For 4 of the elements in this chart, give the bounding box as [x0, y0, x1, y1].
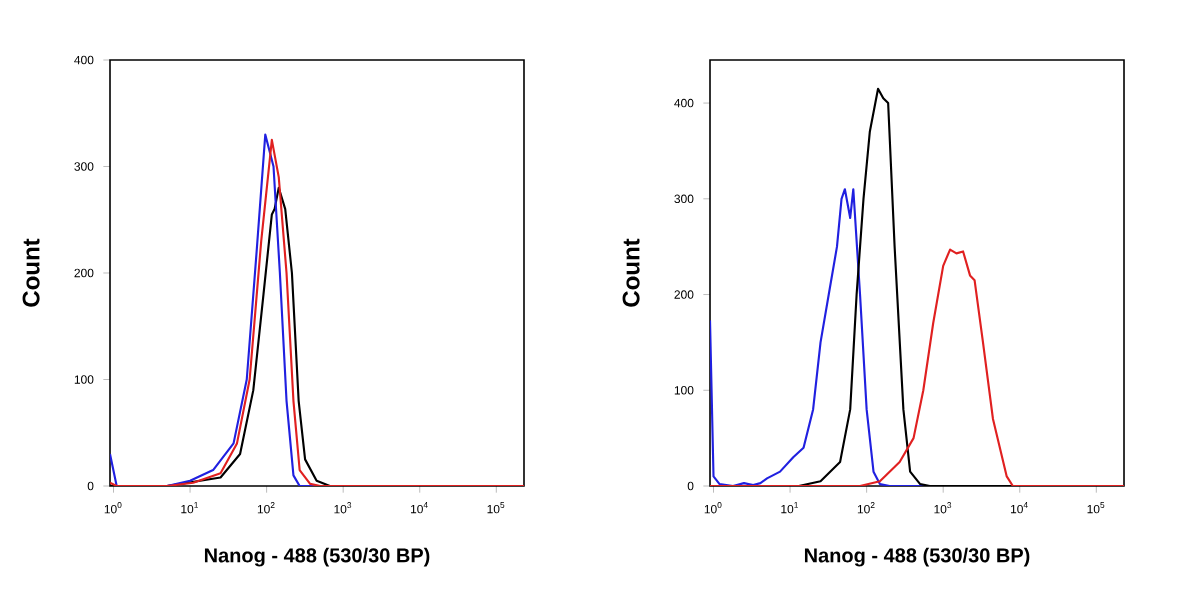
- y-axis-title: Count: [22, 238, 40, 307]
- x-axis-title: Nanog - 488 (530/30 BP): [804, 547, 1030, 567]
- x-axis-title: Nanog - 488 (530/30 BP): [204, 547, 430, 567]
- y-axis-title: Count: [622, 238, 640, 307]
